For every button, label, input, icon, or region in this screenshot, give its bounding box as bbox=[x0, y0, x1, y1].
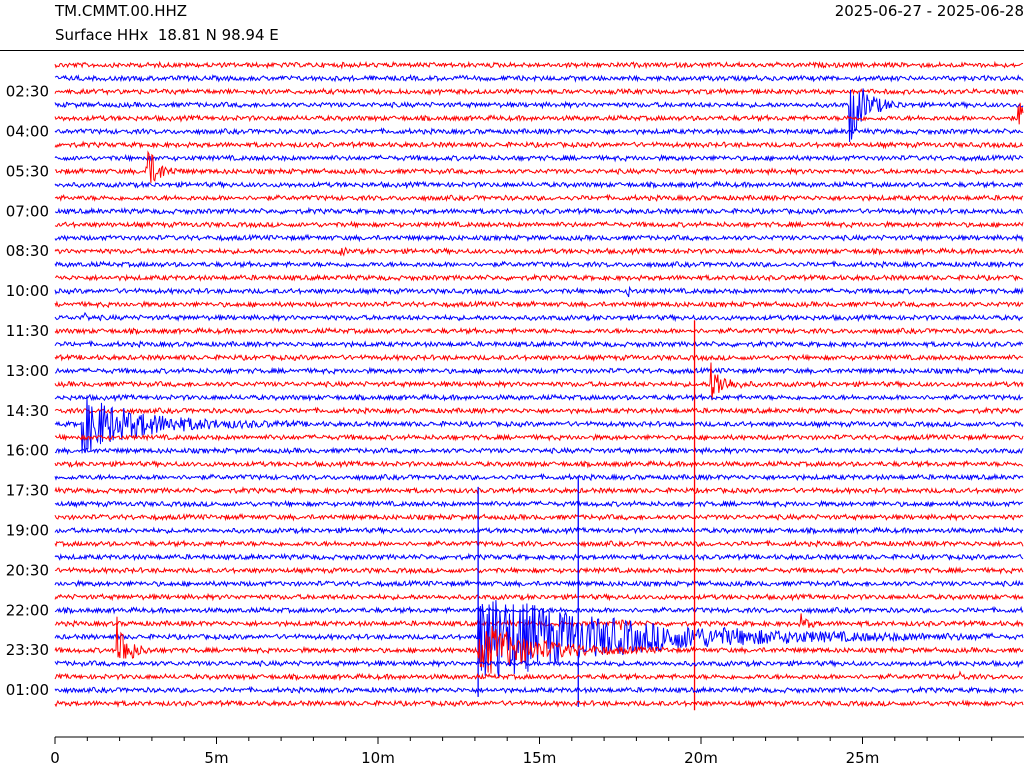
trace-row-32 bbox=[54, 486, 1024, 495]
header-divider bbox=[0, 50, 1024, 51]
trace-row-5 bbox=[54, 127, 1024, 136]
trace-row-27 bbox=[54, 395, 1024, 454]
trace-row-42 bbox=[54, 613, 1024, 631]
x-tick-label: 10m bbox=[361, 749, 395, 767]
y-tick-label: 07:00 bbox=[6, 202, 49, 220]
y-tick-label: 16:00 bbox=[6, 442, 49, 460]
trace-row-44 bbox=[54, 616, 1024, 674]
station-location: Surface HHx 18.81 N 98.94 E bbox=[55, 26, 279, 44]
x-tick-label: 25m bbox=[846, 749, 880, 767]
trace-row-36 bbox=[54, 539, 1024, 548]
trace-row-37 bbox=[54, 552, 1024, 562]
y-tick-label: 10:00 bbox=[6, 282, 49, 300]
trace-row-28 bbox=[54, 433, 1024, 442]
y-tick-label: 20:30 bbox=[6, 561, 49, 579]
trace-row-38 bbox=[54, 566, 1024, 575]
trace-row-24 bbox=[54, 362, 1024, 401]
trace-row-47 bbox=[54, 685, 1024, 695]
x-tick-label: 0 bbox=[50, 749, 60, 767]
trace-row-25 bbox=[54, 393, 1024, 403]
trace-row-40 bbox=[54, 592, 1024, 602]
trace-row-0 bbox=[54, 60, 1024, 70]
x-tick-label: 5m bbox=[204, 749, 228, 767]
y-tick-label: 17:30 bbox=[6, 482, 49, 500]
trace-row-7 bbox=[54, 153, 1024, 163]
trace-row-9 bbox=[54, 180, 1024, 190]
y-tick-label: 19:00 bbox=[6, 522, 49, 540]
trace-row-45 bbox=[54, 659, 1024, 668]
trace-row-35 bbox=[54, 526, 1024, 536]
y-tick-label: 05:30 bbox=[6, 162, 49, 180]
y-tick-label: 14:30 bbox=[6, 402, 49, 420]
trace-group bbox=[54, 60, 1024, 711]
x-axis: 0 5m 10m 15m 20m 25m bbox=[50, 736, 1024, 767]
trace-row-10 bbox=[54, 193, 1024, 203]
trace-row-26 bbox=[54, 406, 1023, 415]
trace-row-8 bbox=[54, 150, 1024, 183]
trace-row-18 bbox=[54, 300, 1024, 309]
trace-row-16 bbox=[54, 273, 1024, 282]
date-range: 2025-06-27 - 2025-06-28 bbox=[834, 2, 1024, 20]
x-tick-label: 15m bbox=[523, 749, 557, 767]
trace-row-30 bbox=[54, 459, 1024, 469]
trace-row-21 bbox=[54, 339, 1024, 349]
trace-row-39 bbox=[54, 579, 1024, 589]
trace-row-46 bbox=[54, 670, 1024, 682]
trace-row-6 bbox=[54, 140, 1024, 150]
trace-row-20 bbox=[54, 326, 1024, 336]
trace-row-23 bbox=[54, 366, 1024, 376]
y-tick-label: 04:00 bbox=[6, 123, 49, 141]
y-tick-label: 23:30 bbox=[6, 641, 49, 659]
trace-row-3 bbox=[54, 88, 1024, 143]
trace-row-48 bbox=[54, 699, 1024, 708]
trace-row-29 bbox=[54, 446, 1024, 456]
trace-row-34 bbox=[54, 512, 1024, 522]
trace-row-11 bbox=[54, 206, 1024, 216]
y-tick-label: 01:00 bbox=[6, 681, 49, 699]
trace-row-2 bbox=[54, 87, 1024, 97]
y-tick-label: 13:00 bbox=[6, 362, 49, 380]
trace-row-15 bbox=[54, 260, 1024, 269]
station-title: TM.CMMT.00.HHZ bbox=[55, 2, 188, 20]
trace-row-22 bbox=[54, 353, 1024, 363]
y-tick-label: 22:00 bbox=[6, 601, 49, 619]
trace-row-31 bbox=[54, 472, 1024, 482]
trace-row-17 bbox=[54, 285, 1024, 298]
trace-row-43 bbox=[54, 600, 1024, 678]
trace-row-4 bbox=[54, 102, 1024, 125]
trace-row-33 bbox=[54, 499, 1024, 509]
y-tick-label: 08:30 bbox=[6, 242, 49, 260]
y-tick-label: 02:30 bbox=[6, 83, 49, 101]
trace-row-19 bbox=[54, 311, 1024, 323]
trace-row-13 bbox=[54, 233, 1024, 243]
trace-row-12 bbox=[54, 220, 1024, 230]
y-tick-label: 11:30 bbox=[6, 322, 49, 340]
y-axis: 02:30 04:00 05:30 07:00 08:30 10:00 11:30 13:00… bbox=[6, 83, 49, 699]
trace-row-1 bbox=[54, 73, 1024, 83]
x-tick-label: 20m bbox=[684, 749, 718, 767]
trace-row-14 bbox=[54, 246, 1024, 257]
